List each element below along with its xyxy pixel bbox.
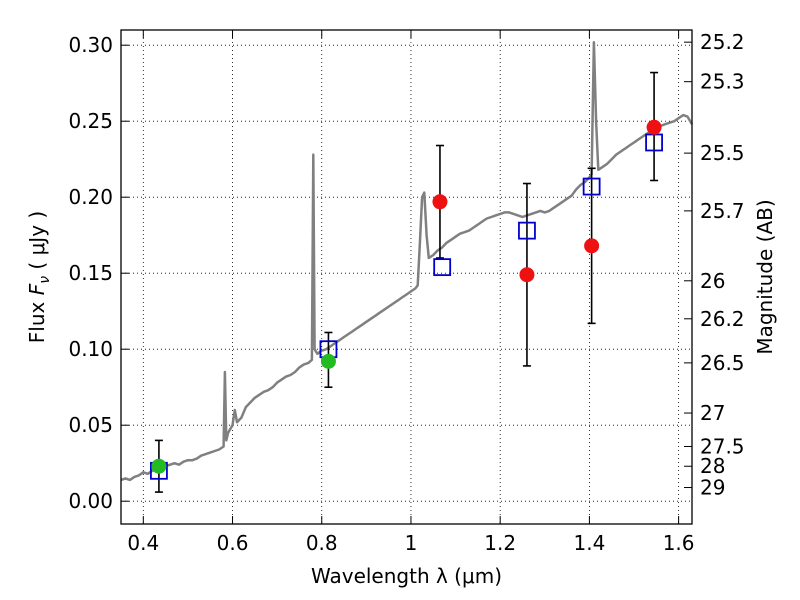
spectrum-line bbox=[120, 40, 694, 482]
y-tick-label: 0.15 bbox=[68, 261, 113, 285]
data-point-4-2 bbox=[584, 238, 600, 254]
x-tick-label: 1.2 bbox=[484, 531, 516, 555]
y-tick-label: 0.20 bbox=[68, 185, 113, 209]
x-tick-label: 0.8 bbox=[306, 531, 338, 555]
grid bbox=[121, 30, 692, 524]
model-spectrum bbox=[120, 40, 694, 482]
y2-tick-label: 29 bbox=[700, 476, 725, 500]
y2-tick-label: 25.2 bbox=[700, 30, 745, 54]
y-tick-label: 0.10 bbox=[68, 337, 113, 361]
y-axis-label: Flux Fν ( μJy ) bbox=[25, 211, 53, 343]
y-axis-ticks: 0.00 0.05 0.10 0.15 0.20 0.25 0.30 bbox=[68, 33, 129, 513]
model-square-4 bbox=[582, 177, 601, 196]
model-square-3 bbox=[518, 221, 536, 240]
y2-axis-label: Magnitude (AB) bbox=[753, 199, 777, 354]
y-tick-label: 0.05 bbox=[68, 413, 113, 437]
data-point-3-0 bbox=[151, 458, 167, 474]
y2-tick-label: 25.5 bbox=[700, 141, 745, 165]
x-axis-ticks: 0.4 0.6 0.8 1 1.2 1.4 1.6 bbox=[127, 30, 695, 555]
x-axis-label: Wavelength λ (μm) bbox=[311, 564, 502, 588]
y-axis-label-subscript: ν bbox=[37, 276, 53, 284]
y2-tick-label: 25.3 bbox=[700, 70, 745, 94]
y-axis-label-prefix: Flux bbox=[25, 295, 49, 343]
x-tick-label: 1.6 bbox=[663, 531, 695, 555]
y-axis-label-suffix: ( μJy ) bbox=[25, 211, 49, 276]
model-photometry bbox=[150, 133, 663, 480]
x-tick-label: 0.6 bbox=[217, 531, 249, 555]
data-point-4-3 bbox=[646, 119, 662, 135]
model-square-2 bbox=[433, 258, 452, 277]
y2-tick-label: 26 bbox=[700, 269, 725, 293]
y-tick-label: 0.00 bbox=[68, 489, 113, 513]
y-tick-label: 0.30 bbox=[68, 33, 113, 57]
plot-frame bbox=[120, 29, 693, 525]
observed-photometry bbox=[151, 119, 662, 474]
y-tick-label: 0.25 bbox=[68, 109, 113, 133]
data-point-3-1 bbox=[320, 353, 336, 369]
y2-tick-label: 27.5 bbox=[700, 434, 745, 458]
x-tick-label: 0.4 bbox=[127, 531, 159, 555]
y2-tick-label: 27 bbox=[700, 401, 725, 425]
y2-tick-label: 28 bbox=[700, 454, 725, 478]
x-tick-label: 1 bbox=[405, 531, 418, 555]
y2-tick-label: 25.7 bbox=[700, 199, 745, 223]
y2-tick-label: 26.5 bbox=[700, 351, 745, 375]
y-axis-label-symbol: F bbox=[25, 283, 49, 295]
y2-tick-label: 26.2 bbox=[700, 307, 745, 331]
data-point-4-0 bbox=[432, 194, 448, 210]
data-point-4-1 bbox=[519, 267, 535, 283]
x-tick-label: 1.4 bbox=[573, 531, 605, 555]
